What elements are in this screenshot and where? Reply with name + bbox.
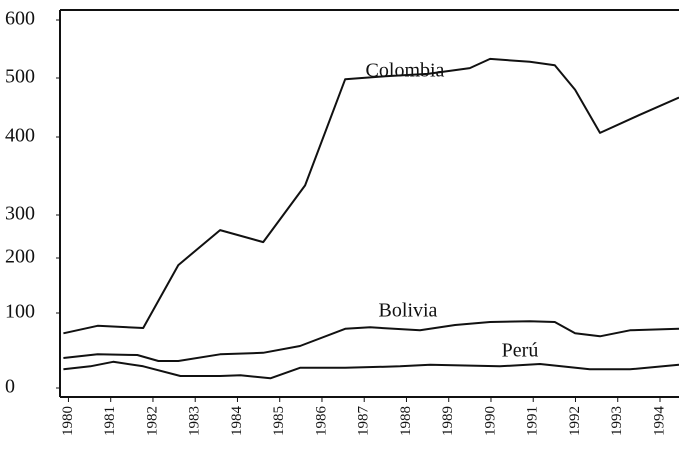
- x-tick-label: 1984: [229, 406, 245, 437]
- x-tick-label: 1992: [567, 406, 583, 436]
- series-label: Colombia: [366, 60, 445, 82]
- x-tick-label: 1986: [313, 406, 329, 437]
- line: [63, 320, 679, 362]
- y-tick-label: 300: [5, 203, 35, 225]
- x-tick-label: 1993: [609, 406, 625, 436]
- x-tick-label: 1987: [356, 406, 372, 437]
- x-tick-label: 1985: [271, 406, 287, 436]
- y-tick-label: 400: [5, 125, 35, 147]
- series-label: Perú: [502, 340, 539, 362]
- y-tick-label: 200: [5, 246, 35, 268]
- line: [63, 57, 679, 335]
- x-tick-label: 1994: [651, 406, 667, 437]
- y-tick-label: 500: [5, 66, 35, 88]
- series-label: Bolivia: [379, 300, 438, 322]
- x-tick-label: 1980: [60, 406, 76, 436]
- x-tick-label: 1982: [144, 406, 160, 436]
- y-tick-label: 0: [5, 376, 15, 398]
- y-tick-label: 600: [5, 8, 35, 30]
- x-tick-label: 1988: [398, 406, 414, 436]
- x-tick-label: 1983: [187, 406, 203, 436]
- line: [63, 360, 679, 380]
- x-tick-label: 1981: [102, 406, 118, 436]
- x-tick-label: 1991: [525, 406, 541, 436]
- y-tick-label: 100: [5, 301, 35, 323]
- x-tick-label: 1989: [440, 406, 456, 436]
- x-tick-label: 1990: [482, 406, 498, 436]
